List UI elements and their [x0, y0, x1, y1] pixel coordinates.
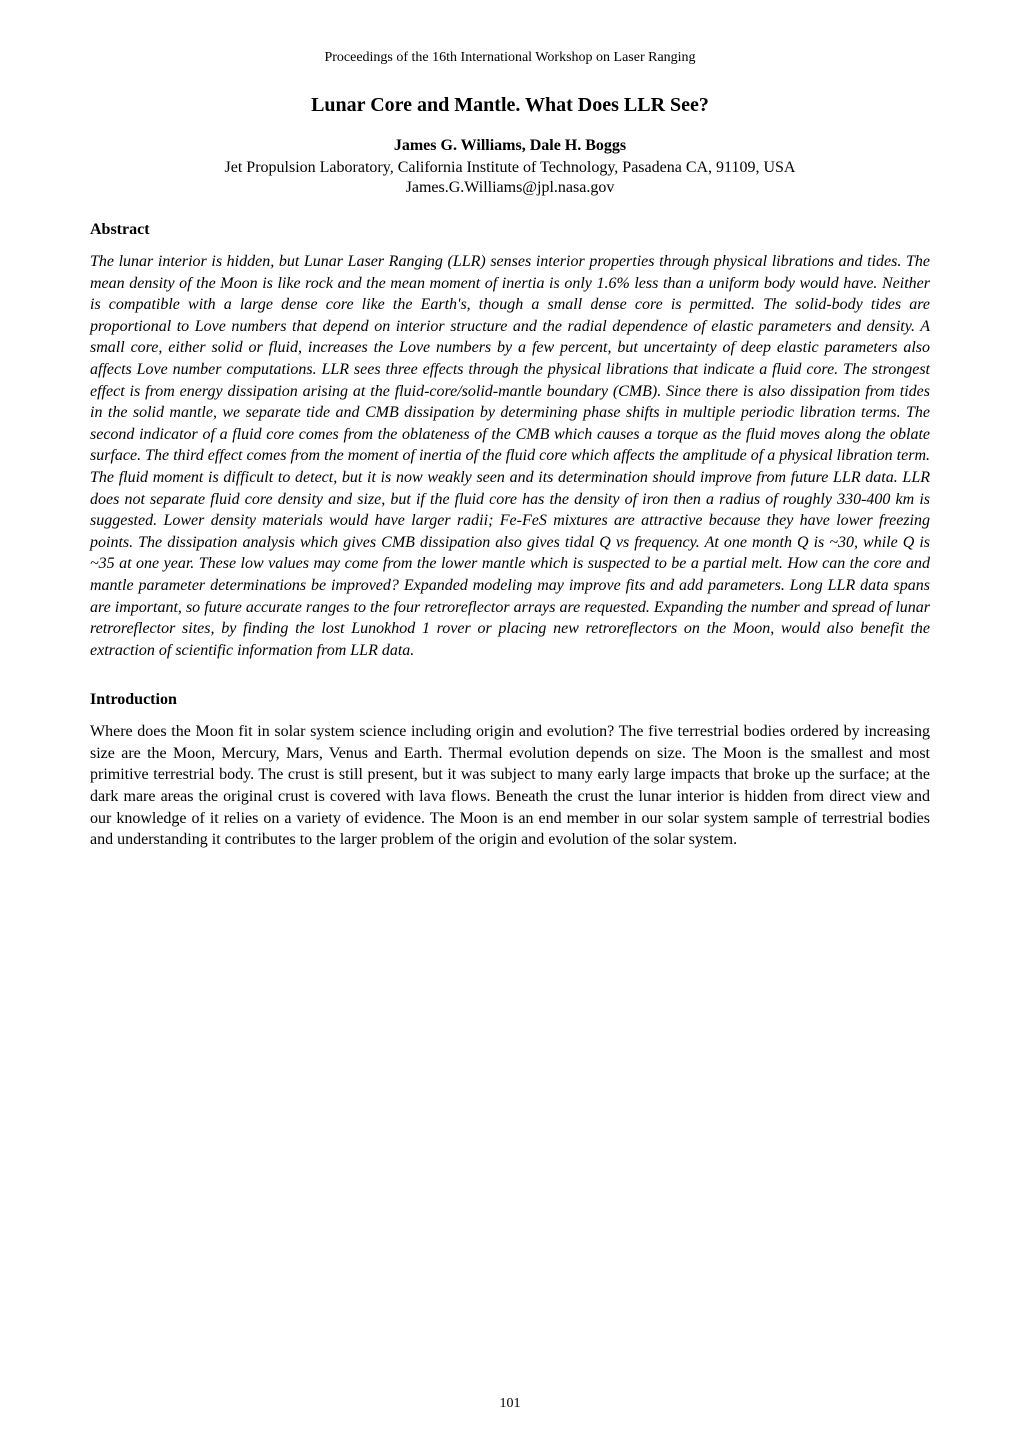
abstract-body: The lunar interior is hidden, but Lunar … — [90, 251, 930, 661]
abstract-heading: Abstract — [90, 221, 930, 239]
page-number: 101 — [0, 1396, 1020, 1412]
authors-line: James G. Williams, Dale H. Boggs — [90, 137, 930, 155]
paper-title: Lunar Core and Mantle. What Does LLR See… — [90, 94, 930, 117]
introduction-heading: Introduction — [90, 691, 930, 709]
proceedings-header: Proceedings of the 16th International Wo… — [90, 50, 930, 66]
introduction-body: Where does the Moon fit in solar system … — [90, 721, 930, 851]
affiliation-line: Jet Propulsion Laboratory, California In… — [90, 159, 930, 177]
page-container: Proceedings of the 16th International Wo… — [0, 0, 1020, 1442]
email-line: James.G.Williams@jpl.nasa.gov — [90, 179, 930, 197]
